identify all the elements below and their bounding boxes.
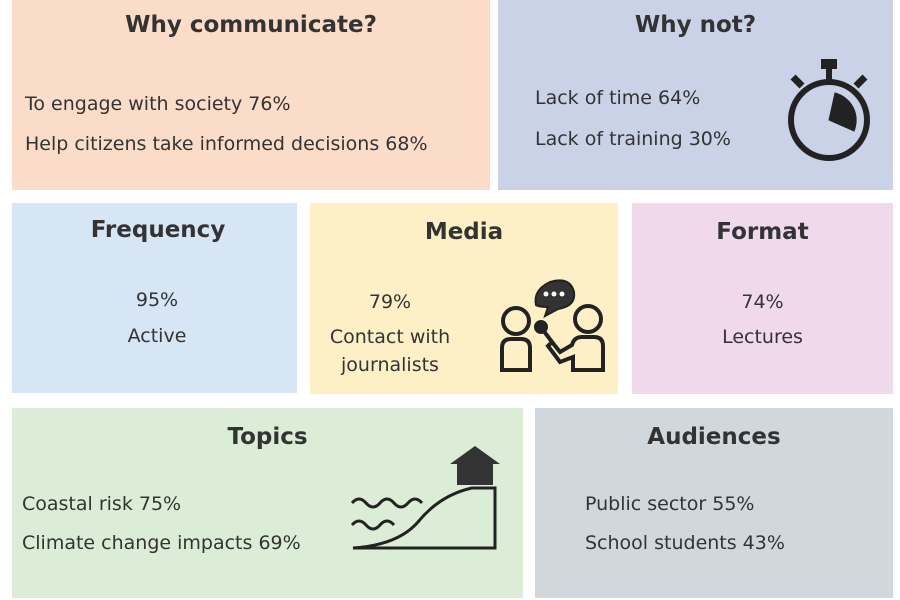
item: School students 43%: [585, 532, 785, 554]
panel-title: Why communicate?: [125, 12, 377, 38]
panel-title: Why not?: [634, 12, 757, 38]
item: Climate change impacts 69%: [22, 532, 301, 554]
item: Lectures: [722, 326, 803, 348]
panel-title: Topics: [227, 424, 308, 450]
item: Coastal risk 75%: [22, 493, 182, 515]
interview-icon: [500, 279, 605, 372]
panel-title: Format: [716, 219, 809, 245]
item: Active: [127, 325, 187, 347]
item: Help citizens take informed decisions 68…: [25, 133, 428, 155]
item: Lack of training 30%: [535, 128, 731, 150]
stopwatch-icon: [788, 59, 870, 161]
panel-why-communicate: [12, 0, 490, 190]
panel-format: [632, 203, 893, 394]
panel-title: Media: [424, 219, 504, 245]
item: Lack of time 64%: [535, 87, 701, 109]
coastal-icon: [350, 446, 500, 550]
item: 95%: [135, 289, 179, 311]
item: Public sector 55%: [585, 493, 755, 515]
item: 74%: [741, 291, 784, 313]
panel-title: Audiences: [647, 424, 781, 450]
panel-frequency: [12, 203, 297, 393]
panel-audiences: [535, 408, 893, 598]
panel-title: Frequency: [90, 217, 226, 243]
item: 79%: [368, 291, 412, 313]
item: Contact with journalists: [329, 326, 451, 376]
item: To engage with society 76%: [25, 93, 291, 115]
